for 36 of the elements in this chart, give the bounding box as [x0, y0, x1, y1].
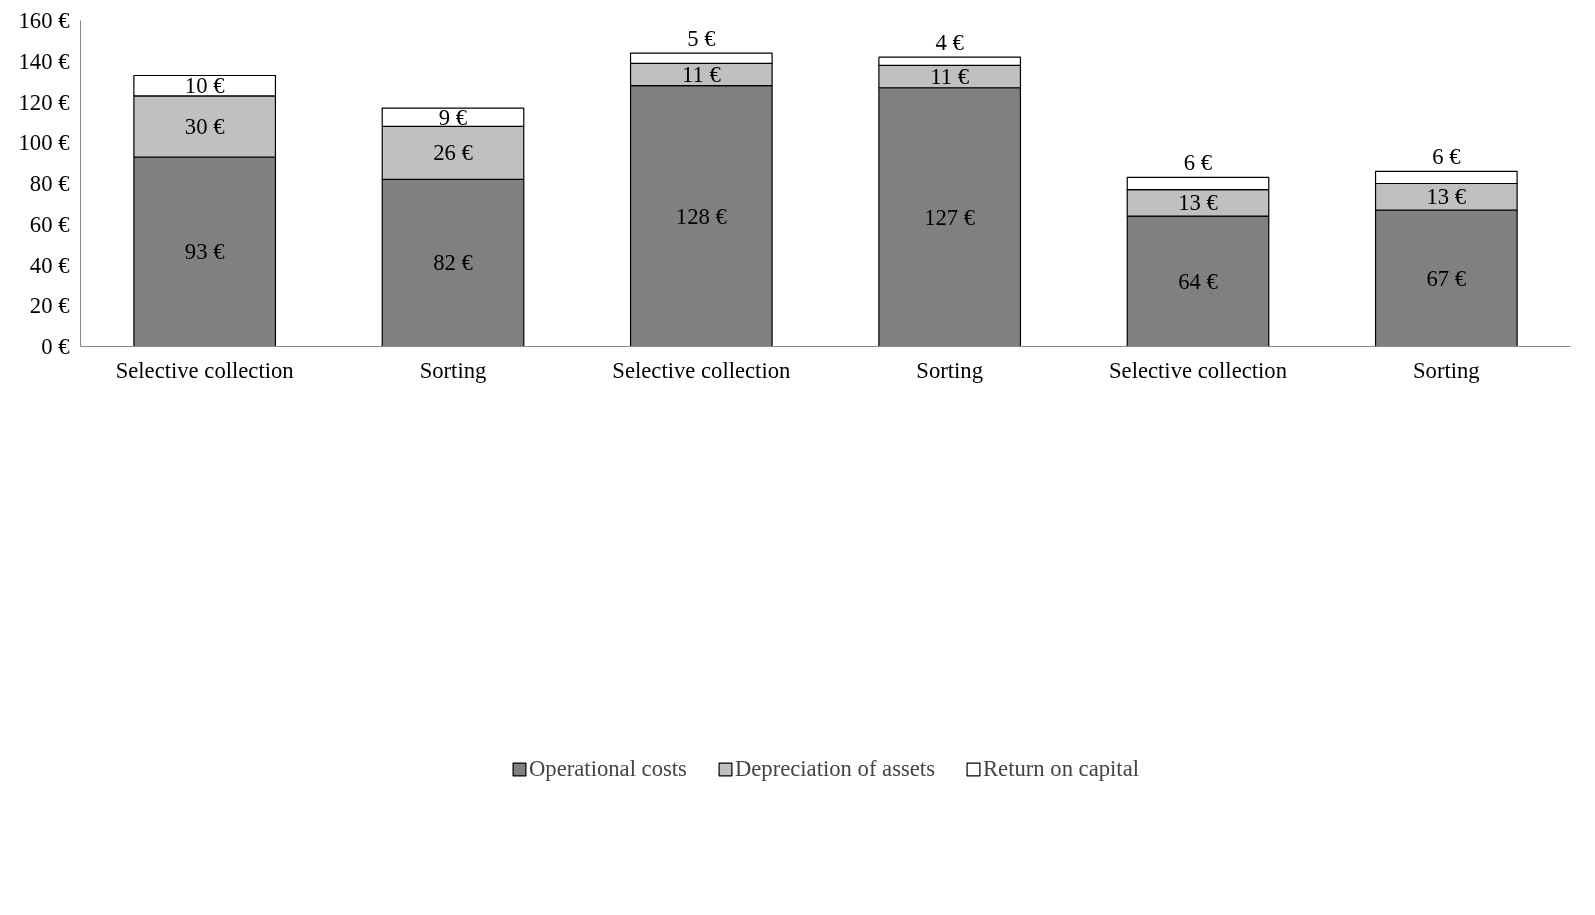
data-label: 13 € — [1426, 184, 1467, 210]
data-label: 10 € — [184, 73, 225, 99]
x-tick-label: Selective collection — [115, 357, 294, 383]
data-label: 4 € — [935, 30, 964, 56]
legend-label: Return on capital — [982, 755, 1140, 782]
data-label: 64 € — [1178, 268, 1218, 294]
data-label: 6 € — [1183, 150, 1213, 176]
x-tick-label: Sorting — [1412, 357, 1480, 383]
x-tick-label: Selective collection — [1108, 357, 1288, 383]
y-tick-label: 140 € — [18, 48, 70, 74]
y-tick-label: 160 € — [18, 8, 70, 33]
y-tick-label: 40 € — [29, 252, 70, 278]
data-label: 67 € — [1426, 265, 1467, 291]
y-tick-label: 100 € — [18, 130, 70, 156]
data-label: 6 € — [1432, 144, 1461, 170]
y-tick-label: 120 € — [18, 89, 70, 115]
data-label: 82 € — [433, 250, 473, 276]
y-tick-label: 80 € — [29, 171, 70, 196]
legend-label: Depreciation of assets — [734, 755, 935, 782]
x-tick-label: Selective collection — [612, 357, 791, 383]
data-label: 93 € — [184, 239, 225, 265]
data-label: 11 € — [930, 64, 970, 90]
data-label: 128 € — [675, 203, 727, 229]
data-label: 30 € — [184, 113, 225, 139]
y-tick-label: 0 € — [41, 334, 70, 359]
legend-label: Operational costs — [528, 755, 687, 782]
y-tick-label: 60 € — [29, 211, 70, 237]
data-label: 9 € — [438, 104, 468, 130]
data-label: 11 € — [681, 61, 721, 87]
y-tick-label: 20 € — [29, 293, 70, 319]
data-label: 26 € — [433, 140, 473, 166]
data-label: 13 € — [1178, 190, 1218, 216]
x-tick-label: Sorting — [916, 357, 984, 383]
x-tick-label: Sorting — [419, 357, 487, 383]
data-label: 127 € — [924, 204, 976, 230]
data-label: 5 € — [687, 26, 716, 52]
